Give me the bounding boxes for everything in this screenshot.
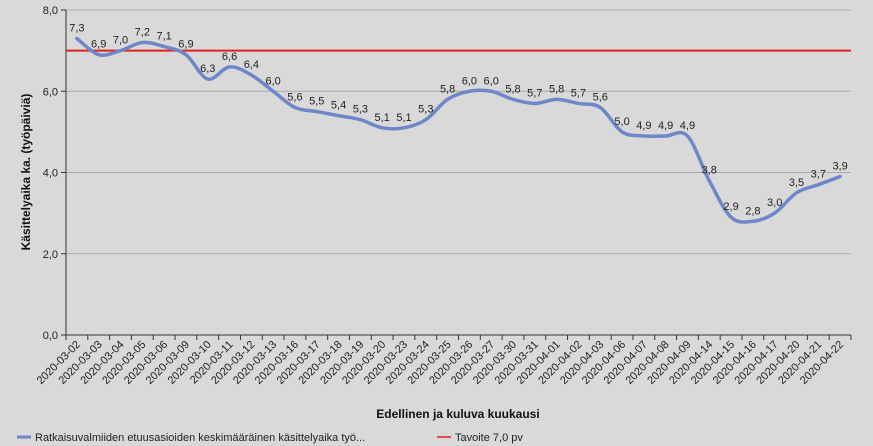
series-line bbox=[75, 36, 842, 224]
data-label: 7,1 bbox=[156, 31, 171, 43]
data-label: 5,0 bbox=[614, 116, 629, 128]
y-axis-title: Käsittelyaika ka. (työpäiviä) bbox=[19, 94, 33, 251]
data-label: 3,7 bbox=[811, 169, 826, 181]
series-layer bbox=[75, 36, 842, 224]
data-label: 5,8 bbox=[505, 83, 520, 95]
data-label: 6,4 bbox=[244, 59, 259, 71]
data-label: 5,8 bbox=[549, 83, 564, 95]
data-label: 5,1 bbox=[375, 112, 390, 124]
data-label: 4,9 bbox=[680, 120, 695, 132]
data-label: 6,9 bbox=[91, 39, 106, 51]
data-label: 6,0 bbox=[484, 75, 499, 87]
data-label: 3,5 bbox=[789, 177, 804, 189]
data-label: 5,6 bbox=[593, 92, 608, 104]
data-label: 3,0 bbox=[767, 197, 782, 209]
data-label: 6,9 bbox=[178, 39, 193, 51]
y-tick-labels: 0,0 2,0 4,0 6,0 8,0 bbox=[43, 5, 58, 342]
y-tick-label: 4,0 bbox=[43, 168, 58, 180]
data-label: 5,3 bbox=[353, 104, 368, 116]
data-label: 5,6 bbox=[287, 92, 302, 104]
data-label: 3,8 bbox=[702, 165, 717, 177]
data-label: 2,8 bbox=[745, 205, 760, 217]
data-labels: 7,3 6,9 7,0 7,2 7,1 6,9 6,3 6,6 6,4 6,0 5,6 5,5 5,4 5… bbox=[69, 22, 847, 217]
y-tick-label: 8,0 bbox=[43, 5, 58, 17]
data-label: 6,3 bbox=[200, 63, 215, 75]
data-label: 2,9 bbox=[723, 201, 738, 213]
data-label: 5,7 bbox=[571, 87, 586, 99]
axes bbox=[61, 9, 852, 340]
data-label: 5,1 bbox=[396, 112, 411, 124]
data-label: 5,3 bbox=[418, 104, 433, 116]
gridlines bbox=[66, 9, 851, 336]
data-label: 5,4 bbox=[331, 100, 346, 112]
data-label: 5,7 bbox=[527, 87, 542, 99]
y-tick-label: 0,0 bbox=[43, 330, 58, 342]
data-label: 5,8 bbox=[440, 83, 455, 95]
y-tick-label: 2,0 bbox=[43, 249, 58, 261]
data-label: 7,3 bbox=[69, 22, 84, 34]
legend: Ratkaisuvalmiiden etuusasioiden keskimää… bbox=[17, 432, 523, 444]
data-label: 6,6 bbox=[222, 51, 237, 63]
data-label: 4,9 bbox=[636, 120, 651, 132]
x-tick-labels: 2020-03-022020-03-032020-03-042020-03-05… bbox=[35, 339, 846, 387]
legend-series-label: Ratkaisuvalmiiden etuusasioiden keskimää… bbox=[35, 432, 365, 444]
data-label: 5,5 bbox=[309, 96, 324, 108]
data-label: 6,0 bbox=[266, 75, 281, 87]
legend-target-label: Tavoite 7,0 pv bbox=[455, 432, 523, 444]
data-label: 6,0 bbox=[462, 75, 477, 87]
y-tick-label: 6,0 bbox=[43, 86, 58, 98]
data-label: 7,0 bbox=[113, 35, 128, 47]
data-label: 3,9 bbox=[832, 161, 847, 173]
x-axis-title: Edellinen ja kuluva kuukausi bbox=[376, 407, 539, 421]
data-label: 7,2 bbox=[135, 27, 150, 39]
data-label: 4,9 bbox=[658, 120, 673, 132]
